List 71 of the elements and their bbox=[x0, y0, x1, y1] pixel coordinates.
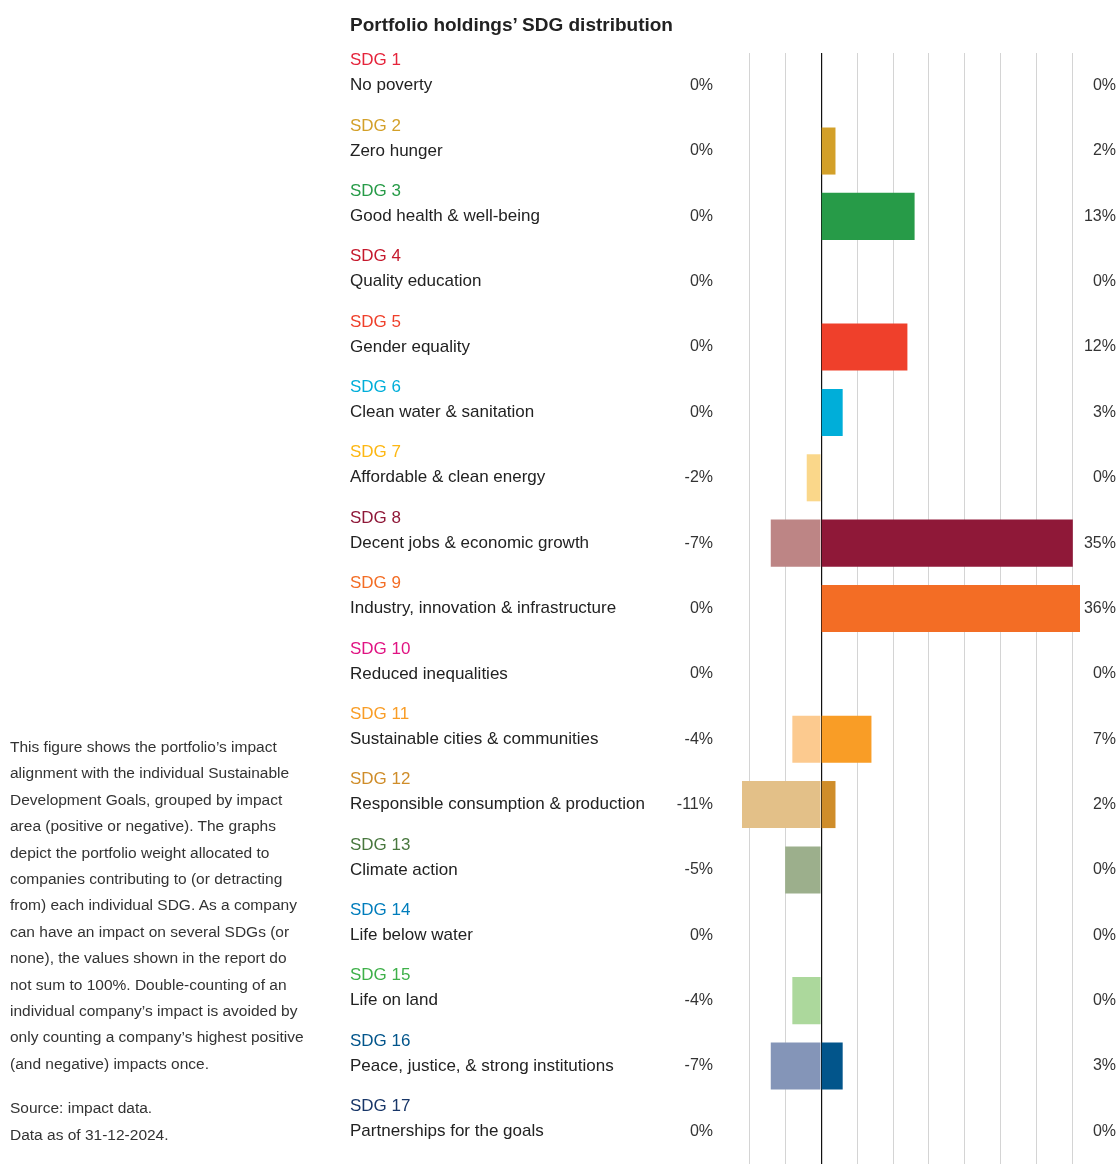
y-tick-label: SDG 9 Industry, innovation & infrastructure bbox=[350, 573, 617, 618]
bar bbox=[792, 977, 821, 1025]
data-label: -2% bbox=[684, 468, 713, 486]
bar bbox=[821, 715, 872, 763]
data-label: -7% bbox=[684, 533, 713, 551]
text: Portfolio holdings’ SDG distribution bbox=[350, 14, 673, 36]
data-label: 2% bbox=[1092, 794, 1116, 812]
bar bbox=[785, 846, 821, 894]
y-tick-label: SDG 1 No poverty bbox=[350, 50, 433, 95]
bar bbox=[821, 127, 836, 175]
data-label: -7% bbox=[684, 1056, 713, 1074]
data-label: 35% bbox=[1083, 533, 1116, 551]
data-label: 0% bbox=[1092, 664, 1116, 682]
bar bbox=[806, 454, 821, 502]
data-label: 0% bbox=[689, 206, 713, 224]
bar bbox=[821, 1042, 843, 1090]
data-label: 0% bbox=[689, 598, 713, 616]
bar bbox=[742, 781, 821, 829]
y-tick-label: SDG 17 Partnerships for the goals bbox=[350, 1096, 544, 1141]
source-note: Source: impact data. bbox=[10, 1098, 154, 1119]
data-label: 0% bbox=[689, 1121, 713, 1139]
data-label: 13% bbox=[1083, 206, 1116, 224]
y-tick-label: SDG 6 Clean water & sanitation bbox=[350, 377, 535, 422]
y-tick-label: SDG 11 Sustainable cities & communities bbox=[350, 703, 599, 748]
bar bbox=[821, 192, 915, 240]
data-label: 36% bbox=[1083, 598, 1116, 616]
y-tick-label: SDG 15 Life on land bbox=[350, 965, 438, 1010]
bar bbox=[821, 519, 1073, 567]
text: Data as of 31-12-2024. bbox=[10, 1124, 170, 1145]
y-tick-label: SDG 14 Life below water bbox=[350, 899, 474, 944]
data-label: 0% bbox=[689, 272, 713, 290]
bar bbox=[821, 781, 836, 829]
text: This figure shows the portfolio’s impact alignment with the individual Sustainable Development Goals, grouped by impact area (positive or negative). The graphs depict the portfolio weight allocated to companies contributing to (or detracting from) each individual SDG. As a company can have an impact on several SDGs (or none), the values shown in the report do not sum to 100%. Double-counting of an individual company’s impact is avoided by only counting a company’s highest positive (and negative) impacts once. bbox=[10, 738, 304, 1072]
data-label: 0% bbox=[1092, 991, 1116, 1009]
data-label: 0% bbox=[1092, 925, 1116, 943]
bar bbox=[770, 1042, 821, 1090]
bar bbox=[821, 584, 1080, 633]
y-tick-label: SDG 2 Zero hunger bbox=[350, 115, 443, 160]
bar bbox=[821, 388, 843, 436]
data-label: 0% bbox=[1092, 860, 1116, 878]
y-tick-label: SDG 8 Decent jobs & economic growth bbox=[350, 507, 590, 552]
data-label: 0% bbox=[689, 337, 713, 355]
data-label: -4% bbox=[684, 991, 713, 1009]
y-tick-label: SDG 4 Quality education bbox=[350, 246, 482, 291]
bar bbox=[792, 715, 821, 763]
data-label: 0% bbox=[689, 76, 713, 94]
data-label: -4% bbox=[684, 729, 713, 747]
data-label: 7% bbox=[1092, 729, 1116, 747]
data-label: 0% bbox=[1092, 76, 1116, 94]
y-tick-label: SDG 3 Good health & well-being bbox=[350, 181, 540, 226]
data-label: 0% bbox=[689, 402, 713, 420]
data-label: 0% bbox=[1092, 468, 1116, 486]
data-label: 0% bbox=[689, 925, 713, 943]
y-tick-label: SDG 5 Gender equality bbox=[350, 311, 471, 356]
y-tick-label: SDG 13 Climate action bbox=[350, 834, 458, 879]
data-label: 0% bbox=[1092, 272, 1116, 290]
data-label: -11% bbox=[676, 794, 713, 812]
data-label: 12% bbox=[1083, 337, 1116, 355]
data-label: 0% bbox=[689, 141, 713, 159]
y-tick-label: SDG 10 Reduced inequalities bbox=[350, 638, 508, 683]
data-label: 2% bbox=[1092, 141, 1116, 159]
y-tick-label: SDG 16 Peace, justice, & strong institutions bbox=[350, 1030, 614, 1075]
data-label: 0% bbox=[1092, 1121, 1116, 1139]
bar bbox=[770, 519, 821, 567]
data-label: -5% bbox=[684, 860, 713, 878]
y-tick-label: SDG 7 Affordable & clean energy bbox=[350, 442, 546, 487]
data-label: 0% bbox=[689, 664, 713, 682]
data-label: 3% bbox=[1092, 1056, 1116, 1074]
bar bbox=[821, 323, 908, 371]
data-label: 3% bbox=[1092, 402, 1116, 420]
y-tick-label: SDG 12 Responsible consumption & production bbox=[350, 769, 645, 814]
